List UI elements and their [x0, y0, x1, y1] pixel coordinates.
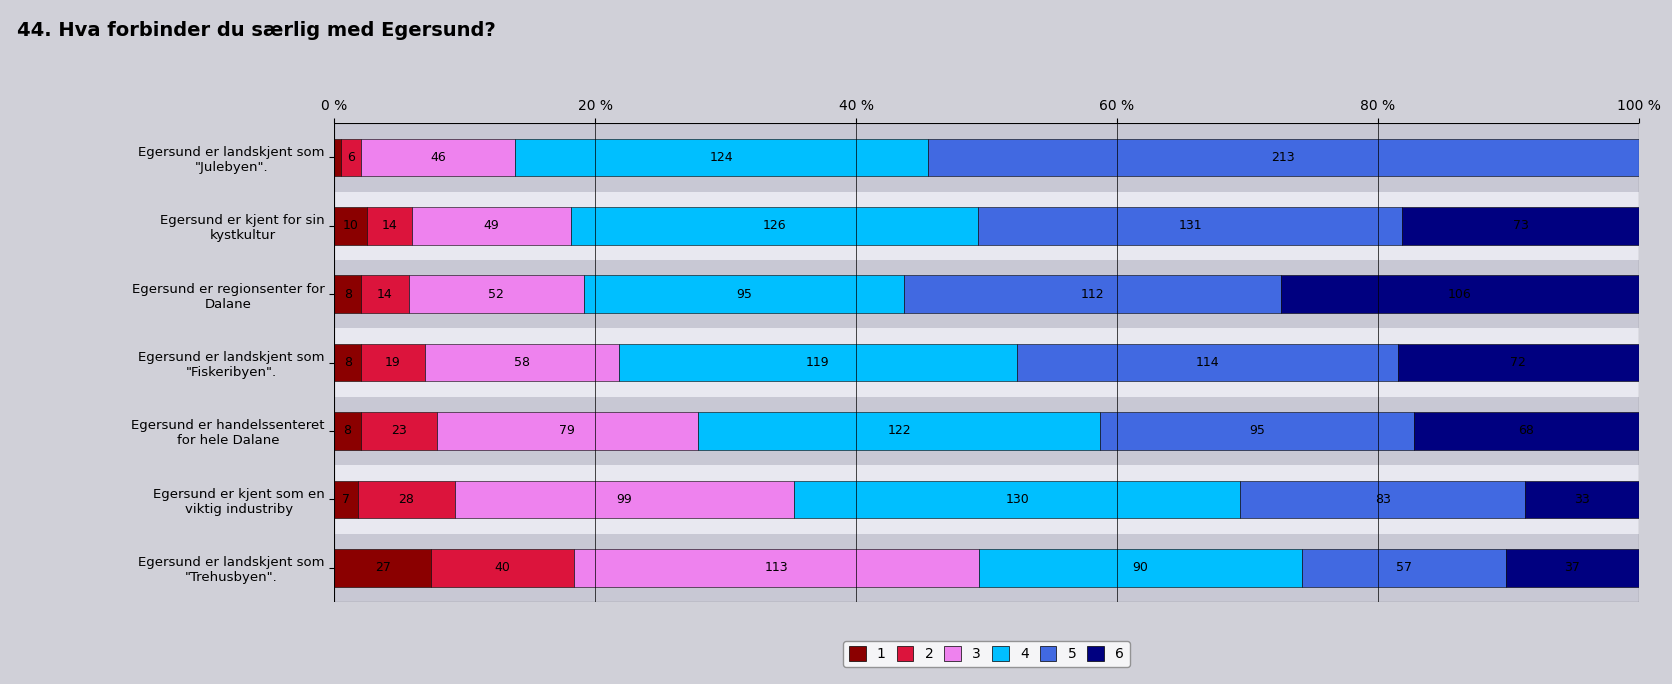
Bar [1506, 549, 1639, 586]
Text: 79: 79 [558, 424, 575, 438]
Text: 8: 8 [344, 287, 351, 301]
Text: 14: 14 [378, 287, 393, 301]
Bar [334, 534, 1639, 602]
Bar [334, 344, 361, 382]
Bar [334, 481, 358, 518]
Text: 57: 57 [1396, 561, 1411, 575]
Text: 33: 33 [1573, 492, 1590, 506]
Text: 73: 73 [1513, 219, 1528, 233]
Bar [1100, 412, 1415, 450]
Bar [794, 481, 1241, 518]
Text: 114: 114 [1195, 356, 1219, 369]
Bar [358, 481, 455, 518]
Text: 7: 7 [343, 492, 351, 506]
Text: 131: 131 [1179, 219, 1202, 233]
Text: 10: 10 [343, 219, 358, 233]
Bar [361, 344, 425, 382]
Bar [905, 276, 1281, 313]
Bar [1525, 481, 1639, 518]
Bar [361, 276, 408, 313]
Text: 14: 14 [381, 219, 398, 233]
Text: 40: 40 [495, 561, 510, 575]
Text: 130: 130 [1005, 492, 1030, 506]
Bar [425, 344, 619, 382]
Bar [366, 207, 411, 245]
Bar [575, 549, 980, 586]
Bar [361, 412, 436, 450]
Bar [1281, 276, 1639, 313]
Bar [978, 207, 1403, 245]
Bar [334, 397, 1639, 465]
Bar [334, 412, 361, 450]
Bar [980, 549, 1302, 586]
Text: 19: 19 [385, 356, 401, 369]
Text: 95: 95 [1249, 424, 1266, 438]
Bar [1017, 344, 1398, 382]
Bar [361, 139, 515, 176]
Text: 90: 90 [1132, 561, 1149, 575]
Bar [515, 139, 928, 176]
Text: 122: 122 [888, 424, 911, 438]
Bar [697, 412, 1100, 450]
Bar [334, 549, 431, 586]
Text: 72: 72 [1510, 356, 1527, 369]
Bar [1398, 344, 1639, 382]
Bar [334, 192, 1639, 260]
Bar [408, 276, 584, 313]
Bar [334, 207, 366, 245]
Text: 95: 95 [736, 287, 752, 301]
Text: 49: 49 [483, 219, 500, 233]
Bar [455, 481, 794, 518]
Legend: 1, 2, 3, 4, 5, 6: 1, 2, 3, 4, 5, 6 [843, 641, 1130, 667]
Text: 68: 68 [1518, 424, 1535, 438]
Text: 112: 112 [1080, 287, 1105, 301]
Bar [436, 412, 697, 450]
Bar [584, 276, 905, 313]
Text: 58: 58 [513, 356, 530, 369]
Bar [570, 207, 978, 245]
Text: 113: 113 [766, 561, 789, 575]
Bar [928, 139, 1639, 176]
Bar [411, 207, 570, 245]
Text: 52: 52 [488, 287, 503, 301]
Text: 99: 99 [617, 492, 632, 506]
Bar [1403, 207, 1639, 245]
Text: 124: 124 [709, 150, 732, 164]
Bar [334, 260, 1639, 328]
Text: 8: 8 [344, 424, 351, 438]
Bar [334, 465, 1639, 534]
Text: 83: 83 [1374, 492, 1391, 506]
Bar [1302, 549, 1506, 586]
Text: 46: 46 [430, 150, 446, 164]
Text: 6: 6 [348, 150, 354, 164]
Text: 213: 213 [1271, 150, 1296, 164]
Text: 106: 106 [1448, 287, 1471, 301]
Bar [619, 344, 1017, 382]
Bar [431, 549, 575, 586]
Bar [1415, 412, 1639, 450]
Text: 126: 126 [762, 219, 786, 233]
Text: 44. Hva forbinder du særlig med Egersund?: 44. Hva forbinder du særlig med Egersund… [17, 21, 495, 40]
Bar [334, 328, 1639, 397]
Bar [1241, 481, 1525, 518]
Text: 23: 23 [391, 424, 406, 438]
Bar [334, 123, 1639, 192]
Text: 28: 28 [398, 492, 415, 506]
Text: 27: 27 [375, 561, 391, 575]
Bar [334, 139, 341, 176]
Bar [334, 276, 361, 313]
Bar [341, 139, 361, 176]
Text: 8: 8 [344, 356, 351, 369]
Text: 37: 37 [1565, 561, 1580, 575]
Text: 119: 119 [806, 356, 829, 369]
